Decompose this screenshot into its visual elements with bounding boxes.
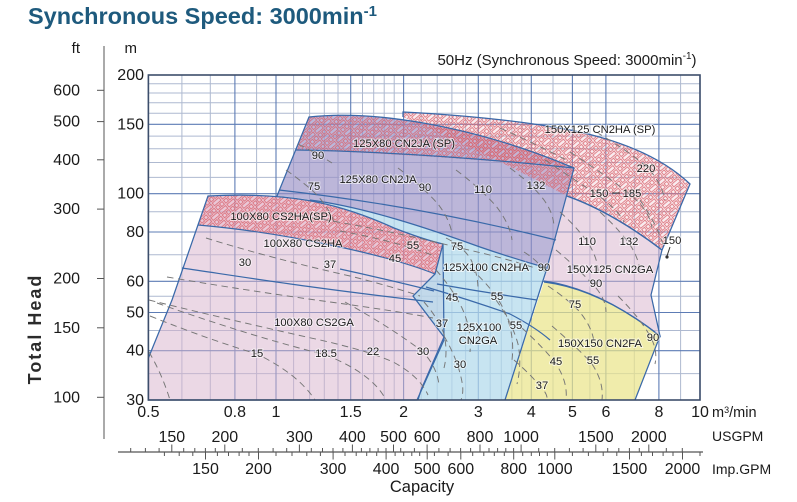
svg-text:110: 110	[474, 184, 492, 196]
svg-text:37: 37	[436, 318, 448, 330]
svg-text:100: 100	[53, 389, 80, 406]
svg-text:600: 600	[447, 461, 474, 478]
svg-text:400: 400	[339, 429, 366, 446]
svg-text:30: 30	[454, 359, 466, 371]
svg-text:150: 150	[117, 116, 144, 133]
svg-text:90: 90	[419, 182, 431, 194]
svg-text:1.5: 1.5	[340, 404, 362, 421]
svg-text:150X125 CN2HA (SP): 150X125 CN2HA (SP)	[545, 124, 656, 136]
svg-text:132: 132	[620, 236, 639, 248]
svg-text:0.8: 0.8	[224, 404, 246, 421]
svg-text:15: 15	[251, 348, 263, 360]
svg-text:125X80 CN2JA: 125X80 CN2JA	[339, 174, 417, 186]
svg-text:200: 200	[211, 429, 238, 446]
svg-text:6: 6	[601, 404, 610, 421]
svg-text:USGPM: USGPM	[712, 428, 763, 444]
svg-text:m: m	[125, 40, 138, 57]
svg-text:1500: 1500	[578, 429, 614, 446]
svg-text:300: 300	[320, 461, 347, 478]
svg-text:100X80 CS2HA: 100X80 CS2HA	[264, 238, 344, 250]
svg-text:75: 75	[451, 241, 463, 253]
svg-text:Imp.GPM: Imp.GPM	[712, 461, 771, 477]
svg-text:2000: 2000	[631, 429, 667, 446]
svg-text:ft: ft	[72, 40, 81, 57]
svg-text:800: 800	[467, 429, 494, 446]
svg-text:5: 5	[568, 404, 577, 421]
svg-text:80: 80	[126, 224, 144, 241]
svg-text:45: 45	[446, 292, 458, 304]
svg-text:m3/min: m3/min	[712, 405, 757, 421]
svg-text:150: 150	[663, 235, 682, 247]
svg-text:90: 90	[538, 262, 550, 274]
svg-text:10: 10	[691, 404, 709, 421]
svg-text:132: 132	[527, 180, 546, 192]
svg-text:Total Head: Total Head	[25, 274, 45, 385]
svg-text:150: 150	[158, 429, 185, 446]
svg-text:75: 75	[569, 299, 581, 311]
svg-text:90: 90	[312, 150, 324, 162]
svg-text:125X100: 125X100	[457, 322, 502, 334]
svg-text:45: 45	[389, 253, 401, 265]
svg-text:125X100 CN2HA: 125X100 CN2HA	[443, 262, 529, 274]
svg-text:40: 40	[126, 343, 144, 360]
svg-text:Capacity: Capacity	[390, 478, 455, 496]
svg-text:200: 200	[245, 461, 272, 478]
svg-text:500: 500	[53, 114, 80, 131]
svg-text:125X80 CN2JA (SP): 125X80 CN2JA (SP)	[353, 138, 455, 150]
svg-text:2: 2	[399, 404, 408, 421]
svg-text:100X80 CS2GA: 100X80 CS2GA	[274, 317, 354, 329]
svg-text:150: 150	[590, 188, 609, 200]
svg-text:4: 4	[527, 404, 536, 421]
svg-text:3: 3	[474, 404, 483, 421]
svg-text:8: 8	[654, 404, 663, 421]
svg-text:200: 200	[117, 67, 144, 84]
svg-text:50Hz (Synchronous Speed: 3000m: 50Hz (Synchronous Speed: 3000min-1)	[437, 51, 696, 69]
svg-text:100X80 CS2HA(SP): 100X80 CS2HA(SP)	[230, 211, 332, 223]
svg-text:300: 300	[53, 201, 80, 218]
svg-text:30: 30	[126, 392, 144, 409]
svg-text:500: 500	[414, 461, 441, 478]
svg-text:185: 185	[623, 188, 642, 200]
svg-text:37: 37	[536, 380, 548, 392]
svg-text:22: 22	[367, 346, 379, 358]
svg-text:60: 60	[126, 273, 144, 290]
svg-text:CN2GA: CN2GA	[459, 335, 498, 347]
svg-text:30: 30	[417, 346, 429, 358]
svg-text:90: 90	[590, 278, 602, 290]
svg-text:1000: 1000	[503, 429, 539, 446]
svg-text:1000: 1000	[537, 461, 573, 478]
svg-text:600: 600	[53, 82, 80, 99]
svg-text:1: 1	[272, 404, 281, 421]
svg-text:30: 30	[239, 257, 251, 269]
svg-text:220: 220	[637, 163, 656, 175]
svg-text:100: 100	[117, 186, 144, 203]
svg-text:Synchronous Speed: 3000min-1: Synchronous Speed: 3000min-1	[28, 3, 377, 29]
svg-text:55: 55	[491, 291, 503, 303]
svg-text:500: 500	[380, 429, 407, 446]
svg-text:18.5: 18.5	[315, 348, 337, 360]
svg-text:75: 75	[308, 181, 320, 193]
svg-text:800: 800	[500, 461, 527, 478]
svg-text:150X150 CN2FA: 150X150 CN2FA	[558, 338, 642, 350]
svg-text:37: 37	[324, 259, 336, 271]
svg-text:150X125 CN2GA: 150X125 CN2GA	[567, 264, 654, 276]
svg-text:55: 55	[587, 355, 599, 367]
svg-text:55: 55	[407, 240, 419, 252]
svg-text:150: 150	[53, 320, 80, 337]
svg-text:1500: 1500	[612, 461, 648, 478]
svg-text:55: 55	[510, 320, 522, 332]
svg-text:600: 600	[414, 429, 441, 446]
svg-text:0.5: 0.5	[137, 404, 159, 421]
svg-text:400: 400	[373, 461, 400, 478]
svg-text:45: 45	[550, 356, 562, 368]
svg-text:200: 200	[53, 271, 80, 288]
svg-text:50: 50	[126, 305, 144, 322]
svg-text:90: 90	[647, 332, 659, 344]
svg-text:150: 150	[192, 461, 219, 478]
svg-text:300: 300	[286, 429, 313, 446]
svg-text:110: 110	[578, 236, 596, 248]
svg-text:400: 400	[53, 152, 80, 169]
svg-text:2000: 2000	[665, 461, 701, 478]
